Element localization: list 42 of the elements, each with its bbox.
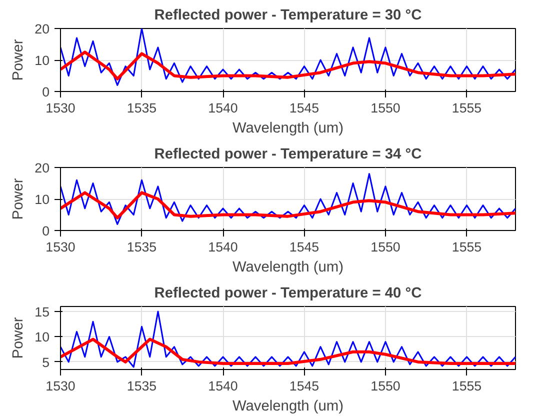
x-tick-label: 1535 [126, 378, 157, 394]
x-tick-label: 1545 [289, 100, 320, 116]
y-axis-title: Power [10, 178, 27, 220]
x-tick-label: 1540 [208, 100, 238, 116]
y-tick-label: 20 [34, 22, 50, 36]
x-tick-label: 1530 [46, 240, 76, 254]
x-tick-label: 1540 [208, 240, 238, 254]
line-series [60, 173, 516, 225]
x-tick-label: 1550 [370, 100, 400, 116]
line-series [60, 50, 516, 80]
x-tick-label: 1550 [370, 378, 400, 394]
x-tick-label: 1535 [126, 100, 157, 116]
y-tick-label: 5 [42, 354, 50, 370]
line-series [60, 338, 516, 365]
y-tick-label: 15 [34, 304, 50, 320]
line-series [60, 28, 516, 86]
x-tick-label: 1555 [452, 240, 482, 254]
x-tick-label: 1545 [289, 240, 320, 254]
y-tick-label: 10 [34, 192, 50, 207]
y-tick-label: 10 [34, 53, 50, 68]
x-tick-label: 1555 [452, 378, 482, 394]
line-series [60, 191, 516, 220]
x-axis-title: Wavelength (um) [232, 398, 344, 414]
x-tick-label: 1555 [452, 100, 482, 116]
x-axis-title: Wavelength (um) [232, 120, 344, 136]
y-tick-label: 0 [42, 84, 50, 100]
chart-title: Reflected power - Temperature = 30 °C [154, 8, 422, 24]
x-tick-label: 1530 [46, 100, 76, 116]
line-series [60, 310, 516, 368]
y-axis-title: Power [10, 39, 27, 81]
chart-title: Reflected power - Temperature = 40 °C [154, 286, 422, 302]
y-axis-title: Power [10, 317, 27, 359]
x-tick-label: 1530 [46, 378, 76, 394]
x-tick-label: 1540 [208, 378, 238, 394]
chart-title: Reflected power - Temperature = 34 °C [154, 146, 422, 162]
x-axis-title: Wavelength (um) [232, 260, 344, 276]
x-tick-label: 1535 [126, 240, 157, 254]
y-tick-label: 10 [34, 330, 50, 345]
y-tick-label: 20 [34, 160, 50, 176]
x-tick-label: 1545 [289, 378, 320, 394]
y-tick-label: 0 [42, 224, 50, 238]
x-tick-label: 1550 [370, 240, 400, 254]
